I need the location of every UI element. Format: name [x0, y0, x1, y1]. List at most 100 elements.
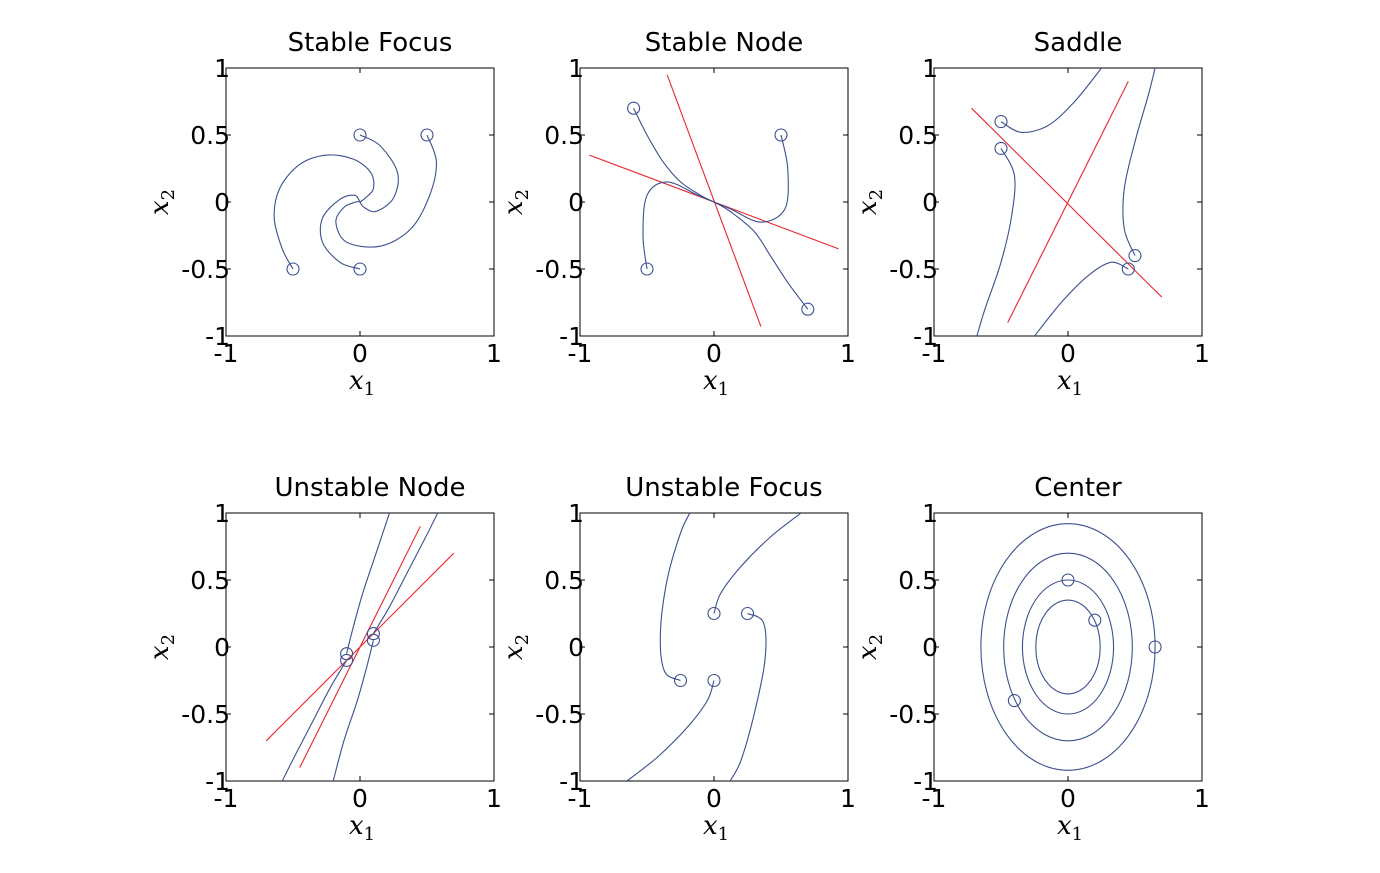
trajectory-curve: [319, 194, 361, 270]
x-axis-label: x1: [703, 366, 729, 400]
initial-point-marker: [994, 115, 1008, 129]
trajectory-curve: [273, 154, 375, 270]
x-axis-label: x1: [349, 366, 375, 400]
y-tick-label: 1: [922, 499, 938, 528]
initial-point-marker: [1148, 640, 1162, 654]
eigenvector-line: [971, 107, 1163, 298]
trajectory-curve: [713, 513, 802, 614]
initial-point-marker: [707, 673, 721, 688]
initial-point-marker: [1121, 262, 1135, 276]
plot-title: Saddle: [1034, 28, 1123, 58]
initial-point-marker: [340, 653, 354, 667]
x-tick-label: -1: [214, 339, 239, 368]
trajectory-curve: [713, 134, 789, 223]
trajectory-curve: [359, 134, 399, 213]
x-tick-label: 1: [486, 784, 502, 813]
y-tick-label: 0.5: [190, 566, 230, 595]
plot-data-area: [626, 513, 802, 781]
trajectory-curve: [332, 640, 374, 781]
trajectory-curve: [633, 107, 715, 203]
y-tick-label: -1: [205, 767, 230, 796]
plot-title: Center: [1034, 473, 1122, 503]
y-axis-label: x2: [145, 189, 179, 215]
x-tick-label: -1: [568, 339, 593, 368]
x-tick-label: 0: [706, 784, 722, 813]
y-tick-label: 1: [922, 54, 938, 83]
eigenvector-line: [299, 526, 421, 768]
plot-title: Unstable Focus: [625, 473, 822, 503]
plot-title: Stable Focus: [288, 28, 453, 58]
y-axis-label: x2: [499, 634, 533, 660]
phase-plot-2: Stable Node -1 0 1 -1 -0.5 0 0.5 1 x1 x2: [499, 28, 856, 400]
y-tick-label: -0.5: [889, 700, 938, 729]
orbit-curve: [980, 523, 1156, 771]
initial-point-marker: [1061, 573, 1075, 587]
x-tick-label: 0: [352, 784, 368, 813]
initial-point-marker: [1088, 613, 1102, 627]
trajectory-curve: [976, 148, 1016, 336]
initial-point-marker: [740, 606, 755, 621]
x-tick-label: -1: [922, 784, 947, 813]
y-tick-label: 0: [922, 633, 938, 662]
trajectory-curve: [1122, 68, 1156, 256]
plot-data-area: [980, 523, 1156, 771]
y-tick-label: 0.5: [190, 121, 230, 150]
y-tick-label: -0.5: [181, 255, 230, 284]
trajectory-curve: [713, 201, 809, 310]
trajectory-curve: [372, 513, 439, 634]
y-tick-label: -0.5: [535, 255, 584, 284]
eigenvector-line: [666, 74, 762, 327]
trajectory-curve: [281, 660, 348, 781]
y-axis-label: x2: [853, 189, 887, 215]
y-tick-label: 0.5: [898, 121, 938, 150]
x-axis-label: x1: [1057, 366, 1083, 400]
x-axis-label: x1: [703, 811, 729, 845]
x-tick-label: 0: [352, 339, 368, 368]
trajectory-curve: [729, 612, 767, 781]
initial-point-marker: [286, 262, 300, 276]
eigenvector-line: [1007, 81, 1129, 323]
x-tick-label: 1: [840, 339, 856, 368]
initial-point-marker: [774, 128, 788, 142]
y-tick-label: 0.5: [898, 566, 938, 595]
phase-plot-3: Saddle -1 0 1 -1 -0.5 0 0.5 1 x1 x2: [853, 28, 1210, 400]
x-tick-label: 0: [1060, 339, 1076, 368]
y-tick-label: -0.5: [181, 700, 230, 729]
y-tick-label: -1: [913, 322, 938, 351]
y-tick-label: 0: [214, 188, 230, 217]
initial-point-marker: [366, 633, 380, 647]
initial-point-marker: [707, 606, 721, 621]
x-tick-label: 1: [1194, 784, 1210, 813]
x-tick-label: 1: [486, 339, 502, 368]
plot-data-area: [971, 68, 1163, 336]
initial-point-marker: [1007, 694, 1021, 708]
trajectory-curve: [335, 134, 437, 248]
trajectory-curve: [659, 513, 691, 682]
y-tick-label: -1: [559, 322, 584, 351]
x-tick-label: -1: [214, 784, 239, 813]
x-tick-label: 0: [1060, 784, 1076, 813]
y-tick-label: 1: [568, 499, 584, 528]
trajectory-curve: [1034, 261, 1129, 336]
y-tick-label: -1: [205, 322, 230, 351]
plot-data-area: [265, 513, 455, 781]
y-tick-label: -0.5: [535, 700, 584, 729]
y-tick-label: -1: [913, 767, 938, 796]
x-tick-label: 1: [840, 784, 856, 813]
x-tick-label: 1: [1194, 339, 1210, 368]
y-tick-label: 1: [568, 54, 584, 83]
initial-point-marker: [366, 627, 380, 641]
y-tick-label: 0.5: [544, 566, 584, 595]
trajectory-curve: [1000, 68, 1102, 133]
y-tick-label: -1: [559, 767, 584, 796]
trajectory-curve: [642, 181, 715, 270]
orbit-curve: [1035, 599, 1101, 695]
phase-plot-4: Unstable Node -1 0 1 -1 -0.5 0 0.5 1 x1 x2: [145, 473, 502, 845]
initial-point-marker: [994, 141, 1008, 155]
y-tick-label: 0: [214, 633, 230, 662]
orbit-curve: [1021, 579, 1115, 715]
y-axis-label: x2: [853, 634, 887, 660]
x-tick-label: -1: [922, 339, 947, 368]
orbit-curve: [1003, 552, 1133, 742]
